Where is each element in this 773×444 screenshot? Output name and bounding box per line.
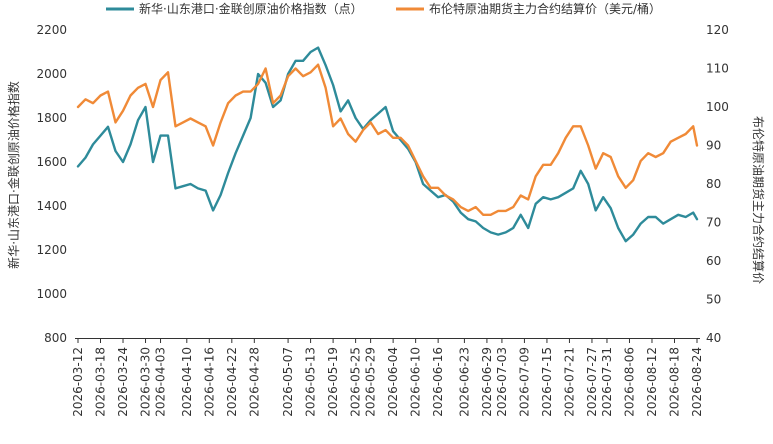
x-tick-label: 2026-07-03 (495, 347, 509, 417)
y-right-tick-label: 110 (706, 62, 729, 76)
legend-label-series-1: 新华·山东港口·金联创原油价格指数（点） (139, 1, 363, 16)
y-left-tick-label: 1600 (36, 155, 67, 169)
y-right-tick-label: 60 (706, 254, 721, 268)
x-axis: 2026-03-12 2026-03-18 2026-03-24 2026-03-30… (71, 338, 704, 417)
y-right-tick-label: 100 (706, 100, 729, 114)
y-right-tick-label: 90 (706, 139, 721, 153)
x-tick-label: 2026-03-18 (94, 347, 108, 417)
y-axis-left: 800 1000 1200 1400 1600 1800 2000 2200 (36, 23, 67, 345)
x-tick-label: 2026-05-25 (349, 347, 363, 417)
x-tick-label: 2026-08-18 (667, 347, 681, 417)
x-tick-label: 2026-06-16 (431, 347, 445, 417)
y-right-tick-label: 50 (706, 293, 721, 307)
x-tick-label: 2026-04-28 (247, 347, 261, 417)
y-left-tick-label: 1800 (36, 111, 67, 125)
x-tick-label: 2026-08-12 (645, 347, 659, 417)
y-left-tick-label: 1000 (36, 287, 67, 301)
legend-item-series-1[interactable]: 新华·山东港口·金联创原油价格指数（点） (106, 1, 363, 16)
x-tick-label: 2026-03-24 (116, 347, 130, 417)
x-tick-label: 2026-06-29 (480, 347, 494, 417)
x-tick-label: 2026-07-27 (585, 347, 599, 417)
x-tick-label: 2026-03-12 (71, 347, 85, 417)
x-tick-label: 2026-08-24 (690, 347, 704, 417)
x-tick-label: 2026-03-30 (139, 347, 153, 417)
x-tick-label: 2026-08-06 (622, 347, 636, 417)
y-left-tick-label: 1400 (36, 199, 67, 213)
y-axis-left-title: 新华·山东港口·金联创原油价格指数 (6, 81, 21, 269)
y-right-tick-label: 120 (706, 23, 729, 37)
legend-item-series-2[interactable]: 布伦特原油期货主力合约结算价（美元/桶） (396, 1, 661, 16)
legend-label-series-2: 布伦特原油期货主力合约结算价（美元/桶） (429, 1, 661, 16)
x-tick-label: 2026-04-03 (154, 347, 168, 417)
y-right-tick-label: 40 (706, 331, 721, 345)
y-left-tick-label: 1200 (36, 243, 67, 257)
x-tick-label: 2026-05-29 (364, 347, 378, 417)
y-right-tick-label: 80 (706, 177, 721, 191)
series-line-2 (76, 63, 699, 217)
x-tick-label: 2026-04-10 (180, 347, 194, 417)
x-tick-label: 2026-05-13 (304, 347, 318, 417)
x-tick-label: 2026-06-04 (386, 347, 400, 417)
y-left-tick-label: 2200 (36, 23, 67, 37)
legend: 新华·山东港口·金联创原油价格指数（点） 布伦特原油期货主力合约结算价（美元/桶… (106, 1, 661, 16)
x-tick-label: 2026-04-22 (225, 347, 239, 417)
x-tick-label: 2026-06-23 (457, 347, 471, 417)
y-right-tick-label: 70 (706, 216, 721, 230)
x-tick-label: 2026-07-15 (540, 347, 554, 417)
y-left-tick-label: 2000 (36, 67, 67, 81)
plot-area (76, 46, 699, 243)
x-tick-label: 2026-07-09 (517, 347, 531, 417)
x-tick-label: 2026-05-07 (281, 347, 295, 417)
x-tick-label: 2026-07-21 (562, 347, 576, 417)
y-axis-right: 40 50 60 70 80 90 100 110 120 (706, 23, 729, 345)
x-tick-label: 2026-04-16 (202, 347, 216, 417)
y-left-tick-label: 800 (44, 331, 67, 345)
series-line-1 (76, 46, 699, 243)
x-tick-label: 2026-05-19 (326, 347, 340, 417)
x-tick-label: 2026-07-31 (600, 347, 614, 417)
y-axis-right-title: 布伦特原油期货主力合约结算价 (751, 116, 766, 284)
x-tick-label: 2026-06-10 (409, 347, 423, 417)
